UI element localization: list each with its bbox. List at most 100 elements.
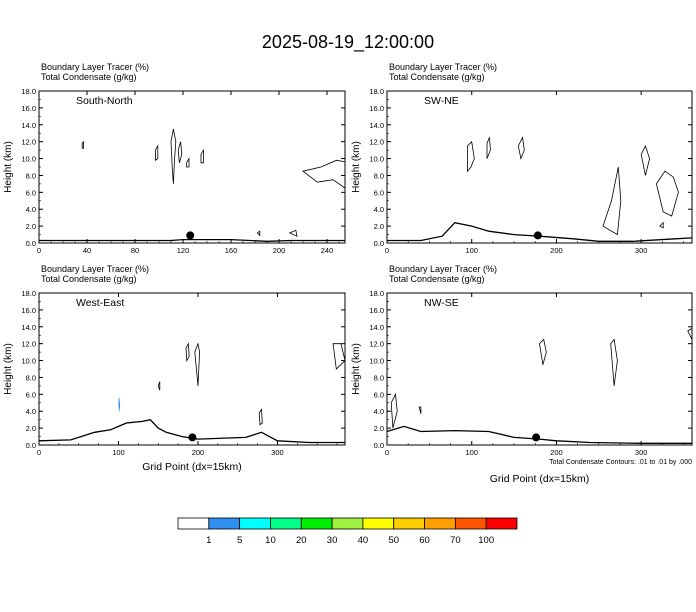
y-tick-label: 10.0 [369,357,384,366]
condensate-contour [186,157,190,168]
y-tick-label: 18.0 [369,289,384,298]
y-axis-label: Height (km) [3,343,14,395]
panel-nw-se: Boundary Layer Tracer (%)Total Condensat… [351,264,693,485]
panel-annotation: South-North [76,95,133,107]
plot-frame [386,292,693,446]
y-tick-label: 14.0 [21,121,36,130]
condensate-contour [302,159,346,189]
condensate-contour [687,327,693,340]
y-tick-label: 0.0 [26,239,36,248]
y-tick-label: 8.0 [26,373,36,382]
field-title: Boundary Layer Tracer (%) [389,62,497,72]
x-tick-label: 100 [465,448,478,457]
colorbar-swatch [177,517,210,530]
y-tick-label: 6.0 [26,188,36,197]
y-tick-label: 8.0 [374,373,384,382]
y-tick-label: 0.0 [374,441,384,450]
y-tick-label: 8.0 [374,171,384,180]
y-tick-label: 2.0 [26,424,36,433]
condensate-contour [539,338,547,365]
figure-title: 2025-08-19_12:00:00 [262,32,434,53]
x-tick-label: 100 [465,246,478,255]
y-tick-label: 2.0 [374,222,384,231]
field-title: Total Condensate (g/kg) [41,274,137,284]
condensate-contour [602,166,622,236]
colorbar-swatch [208,517,241,530]
plot-frame [38,90,346,244]
y-tick-label: 4.0 [374,407,384,416]
y-tick-label: 2.0 [26,222,36,231]
y-tick-label: 16.0 [21,104,36,113]
y-tick-label: 16.0 [369,104,384,113]
y-axis-label: Height (km) [3,141,14,193]
y-tick-label: 10.0 [21,155,36,164]
field-title: Boundary Layer Tracer (%) [41,264,149,274]
colorbar-swatch [454,517,487,530]
condensate-contour [640,144,651,176]
x-tick-label: 200 [550,246,563,255]
condensate-contour [185,342,190,362]
y-tick-label: 16.0 [369,306,384,315]
plot-frame [38,292,346,446]
colorbar-label: 1 [206,535,211,546]
y-tick-label: 0.0 [374,239,384,248]
colorbar-swatch [270,517,302,530]
panels-group: Boundary Layer Tracer (%)Total Condensat… [3,62,693,485]
y-tick-label: 10.0 [21,357,36,366]
colorbar-label: 40 [358,535,369,546]
condensate-contour [155,144,159,161]
condensate-contour [610,338,618,386]
field-title: Boundary Layer Tracer (%) [389,264,497,274]
y-axis-label: Height (km) [351,141,362,193]
y-tick-label: 4.0 [374,205,384,214]
x-tick-label: 80 [131,246,139,255]
panel-west-east: Boundary Layer Tracer (%)Total Condensat… [3,264,346,473]
y-tick-label: 18.0 [369,87,384,96]
x-axis-label: Grid Point (dx=15km) [142,461,242,473]
condensate-contour [200,148,204,164]
colorbar-swatch [424,517,456,530]
field-title: Total Condensate (g/kg) [389,274,485,284]
field-title: Boundary Layer Tracer (%) [41,62,149,72]
colorbar-label: 70 [450,535,461,546]
x-axis-label: Grid Point (dx=15km) [490,473,590,485]
terrain-line [38,418,345,444]
plot-frame [386,90,693,244]
condensate-contour [157,381,161,391]
condensate-contour [517,136,525,160]
y-tick-label: 6.0 [374,390,384,399]
colorbar-label: 50 [388,535,399,546]
y-tick-label: 2.0 [374,424,384,433]
y-tick-label: 14.0 [369,121,384,130]
panel-south-north: Boundary Layer Tracer (%)Total Condensat… [3,62,346,255]
x-tick-label: 160 [225,246,238,255]
y-tick-label: 8.0 [26,171,36,180]
condensate-contour [170,128,177,184]
field-title: Total Condensate (g/kg) [41,72,137,82]
y-tick-label: 0.0 [26,441,36,450]
colorbar-label: 60 [419,535,430,546]
location-marker [533,231,542,240]
condensate-contour [258,408,263,426]
condensate-contour [418,406,422,414]
x-tick-label: 200 [192,448,205,457]
y-tick-label: 4.0 [26,407,36,416]
x-tick-label: 300 [271,448,284,457]
panel-sw-ne: Boundary Layer Tracer (%)Total Condensat… [351,62,693,255]
y-tick-label: 14.0 [369,323,384,332]
panel-annotation: SW-NE [424,95,459,107]
condensate-contour [332,343,346,370]
y-tick-label: 10.0 [369,155,384,164]
y-tick-label: 16.0 [21,306,36,315]
field-title: Total Condensate (g/kg) [389,72,485,82]
panel-annotation: NW-SE [424,297,459,309]
tracer-fill [118,396,121,413]
colorbar-swatch [393,517,425,530]
panel-annotation: West-East [76,297,124,309]
condensate-contour [81,140,84,149]
x-tick-label: 0 [37,246,41,255]
condensate-contour [655,170,679,217]
colorbar-label: 5 [237,535,242,546]
x-tick-label: 300 [635,246,648,255]
